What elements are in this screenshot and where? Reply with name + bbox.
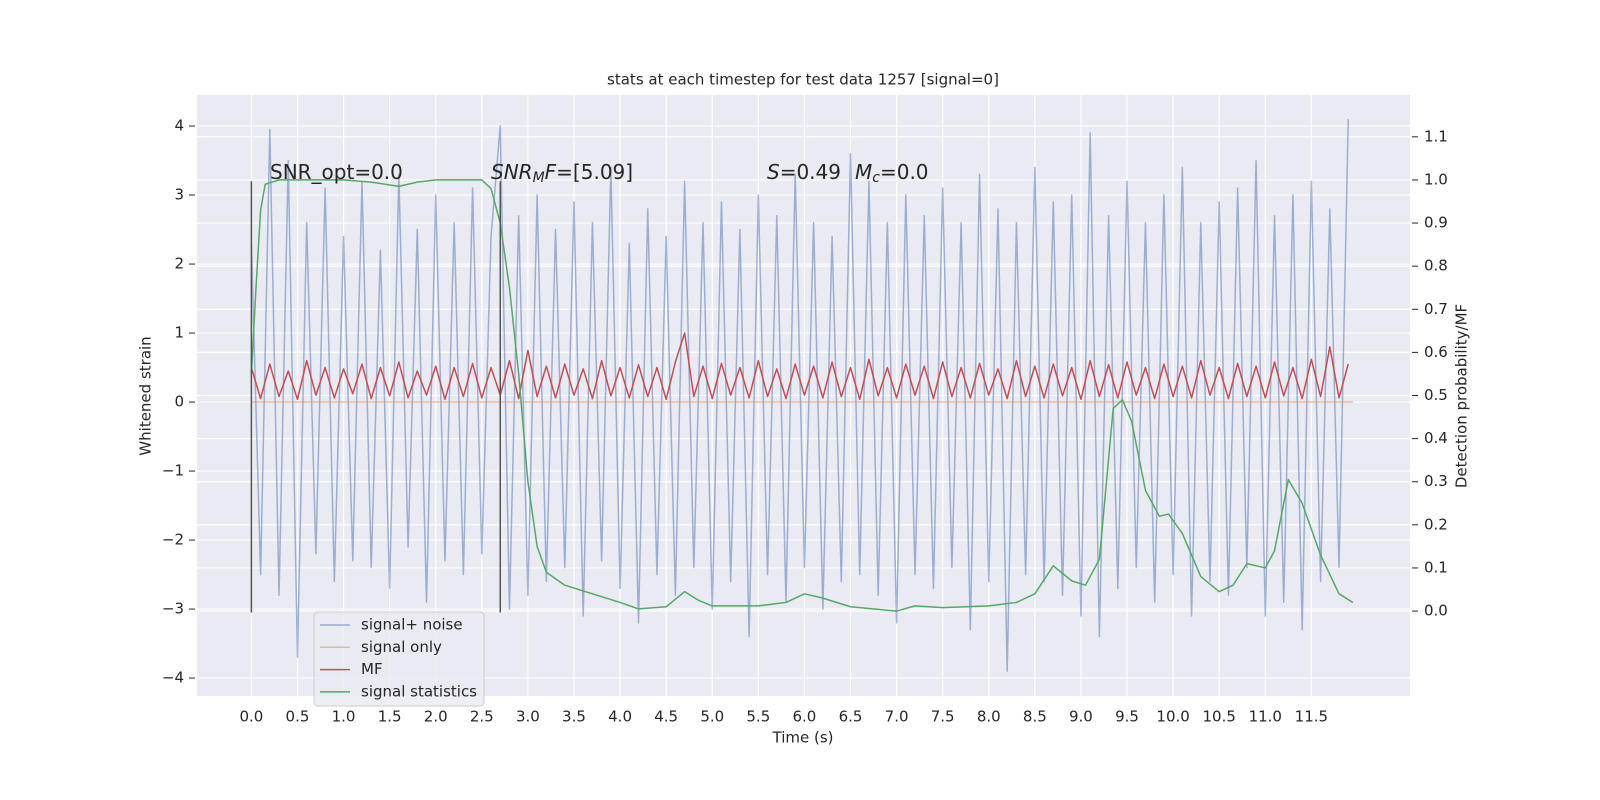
annotation-part: SNR — [491, 160, 533, 184]
annotation-part: =0.49 — [780, 160, 841, 184]
y2-tick-label: 0.4 — [1424, 429, 1448, 447]
x-tick-label: 4.5 — [654, 708, 678, 726]
x-axis-label: Time (s) — [772, 729, 834, 747]
x-tick-label: 4.0 — [608, 708, 632, 726]
y2-tick-label: 0.1 — [1424, 558, 1448, 576]
x-tick-label: 5.5 — [746, 708, 770, 726]
y-axis-label: Whitened strain — [137, 336, 155, 455]
y2-tick-label: 0.2 — [1424, 515, 1448, 533]
legend-label: signal+ noise — [361, 616, 463, 634]
y2-tick-label: 0.0 — [1424, 602, 1448, 620]
y-tick-label: −2 — [162, 531, 184, 549]
annotation-part: S — [767, 160, 780, 184]
y-tick-label: −1 — [162, 462, 184, 480]
legend-label: signal only — [361, 638, 442, 656]
x-tick-label: 8.5 — [1023, 708, 1047, 726]
x-tick-label: 7.0 — [885, 708, 909, 726]
grid: 0.0 0.5 1.0 1.5 2.0 2.5 3.0 3.5 4.0 4.5 5.0 5.5 6.0 6… — [162, 95, 1448, 726]
overlay: SNR_opt=0.0 SNRMF=[5.09] S=0.49 Mc=0.0signa… — [250, 160, 929, 707]
x-tick-label: 5.0 — [700, 708, 724, 726]
annotation-part: =[5.09] — [556, 160, 633, 184]
legend-box — [313, 611, 485, 707]
y-tick-label: −4 — [162, 669, 184, 687]
series-line — [250, 332, 1349, 401]
annotation: SNR_opt=0.0 — [270, 160, 403, 184]
y-tick-label: 0 — [174, 393, 184, 411]
y2-tick-label: 0.8 — [1424, 257, 1448, 275]
x-tick-label: 8.0 — [977, 708, 1001, 726]
x-tick-label: 3.0 — [516, 708, 540, 726]
annotation: SNRMF=[5.09] — [491, 160, 633, 187]
chart-title: stats at each timestep for test data 125… — [607, 71, 999, 89]
x-tick-label: 10.5 — [1202, 708, 1235, 726]
legend: signal+ noise signal only MF signal statist… — [313, 611, 485, 707]
y2-tick-label: 0.9 — [1424, 214, 1448, 232]
annotation-part: M — [855, 160, 872, 184]
annotation-part: F — [545, 160, 557, 184]
x-tick-label: 9.0 — [1069, 708, 1093, 726]
y2-tick-label: 0.3 — [1424, 472, 1448, 490]
y-tick-label: 3 — [174, 186, 184, 204]
y2-tick-label: 0.7 — [1424, 300, 1448, 318]
x-tick-label: 2.0 — [424, 708, 448, 726]
legend-label: MF — [361, 660, 383, 678]
series-line — [250, 119, 1349, 672]
legend-label: signal statistics — [361, 682, 477, 700]
x-tick-label: 10.0 — [1156, 708, 1189, 726]
x-tick-label: 6.0 — [792, 708, 816, 726]
annotation-part: =0.0 — [880, 160, 929, 184]
y-tick-label: 4 — [174, 117, 184, 135]
y2-tick-label: 1.0 — [1424, 170, 1448, 188]
x-tick-label: 6.5 — [839, 708, 863, 726]
x-tick-label: 0.0 — [239, 708, 263, 726]
y2-axis-label: Detection probability/MF — [1453, 304, 1471, 488]
x-tick-label: 9.5 — [1115, 708, 1139, 726]
annotation: S=0.49 Mc=0.0 — [767, 160, 929, 187]
y2-tick-label: 0.5 — [1424, 386, 1448, 404]
y-tick-label: 1 — [174, 324, 184, 342]
x-tick-label: 2.5 — [470, 708, 494, 726]
y-tick-label: 2 — [174, 255, 184, 273]
x-tick-label: 1.5 — [378, 708, 402, 726]
x-tick-label: 0.5 — [286, 708, 310, 726]
series-line — [250, 179, 1354, 612]
y-tick-label: −3 — [162, 600, 184, 618]
y2-tick-label: 1.1 — [1424, 127, 1448, 145]
annotation-part: SNR_opt=0.0 — [270, 160, 403, 184]
x-tick-label: 1.0 — [332, 708, 356, 726]
annotation-part: c — [872, 170, 880, 186]
x-tick-label: 7.5 — [931, 708, 955, 726]
marks — [250, 119, 1354, 672]
x-tick-label: 11.0 — [1249, 708, 1282, 726]
y2-tick-label: 0.6 — [1424, 343, 1448, 361]
x-tick-label: 3.5 — [562, 708, 586, 726]
annotation-part: M — [533, 170, 545, 186]
x-tick-label: 11.5 — [1295, 708, 1328, 726]
